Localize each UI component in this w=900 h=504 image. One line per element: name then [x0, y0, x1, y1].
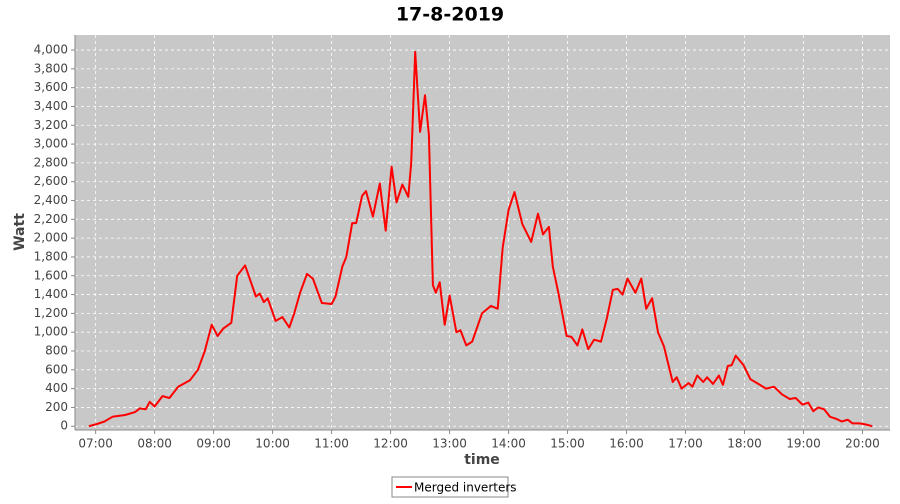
x-tick-label: 17:00 [668, 437, 703, 451]
x-tick-label: 18:00 [727, 437, 762, 451]
x-tick-label: 15:00 [550, 437, 585, 451]
y-tick-label: 1,400 [34, 287, 68, 301]
y-tick-label: 2,000 [34, 231, 68, 245]
x-tick-label: 13:00 [432, 437, 467, 451]
x-tick-label: 10:00 [255, 437, 290, 451]
y-tick-label: 600 [45, 362, 68, 376]
x-tick-label: 08:00 [137, 437, 172, 451]
y-tick-label: 4,000 [34, 43, 68, 57]
x-axis-label: time [464, 452, 500, 468]
y-tick-label: 3,600 [34, 80, 68, 94]
y-tick-label: 1,600 [34, 268, 68, 282]
chart-title: 17-8-2019 [396, 4, 504, 26]
y-tick-label: 2,200 [34, 212, 68, 226]
y-tick-label: 3,400 [34, 99, 68, 113]
x-tick-label: 19:00 [786, 437, 821, 451]
y-tick-label: 3,000 [34, 137, 68, 151]
x-tick-label: 20:00 [845, 437, 880, 451]
plot-area [75, 35, 890, 430]
y-tick-label: 200 [45, 400, 68, 414]
x-tick-label: 12:00 [373, 437, 408, 451]
y-tick-label: 800 [45, 344, 68, 358]
y-tick-label: 1,200 [34, 306, 68, 320]
legend-box [391, 476, 509, 498]
x-tick-label: 11:00 [314, 437, 349, 451]
y-tick-label: 2,400 [34, 193, 68, 207]
y-tick-label: 2,800 [34, 155, 68, 169]
y-axis-label: Watt [12, 213, 28, 251]
legend-label: Merged inverters [414, 481, 517, 495]
y-tick-label: 0 [60, 419, 68, 433]
x-tick-label: 16:00 [609, 437, 644, 451]
y-tick-label: 1,000 [34, 325, 68, 339]
x-tick-label: 09:00 [196, 437, 231, 451]
y-tick-label: 2,600 [34, 174, 68, 188]
data-line [88, 50, 873, 428]
x-tick-label: 07:00 [78, 437, 113, 451]
x-tick-label: 14:00 [491, 437, 526, 451]
y-tick-label: 3,800 [34, 61, 68, 75]
y-tick-label: 3,200 [34, 118, 68, 132]
y-tick-label: 1,800 [34, 249, 68, 263]
y-tick-label: 400 [45, 381, 68, 395]
